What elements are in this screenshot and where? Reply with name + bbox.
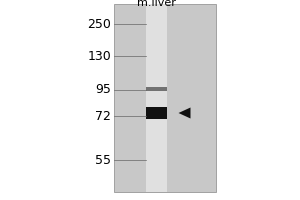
Bar — [146, 4, 167, 192]
Polygon shape — [178, 108, 190, 118]
Text: 130: 130 — [87, 49, 111, 62]
Bar — [114, 4, 216, 192]
Text: 250: 250 — [87, 18, 111, 30]
Text: 95: 95 — [95, 83, 111, 96]
Bar — [146, 87, 167, 91]
Text: m.liver: m.liver — [136, 0, 176, 8]
Text: 72: 72 — [95, 110, 111, 122]
Text: 55: 55 — [95, 154, 111, 166]
Bar — [146, 107, 167, 119]
